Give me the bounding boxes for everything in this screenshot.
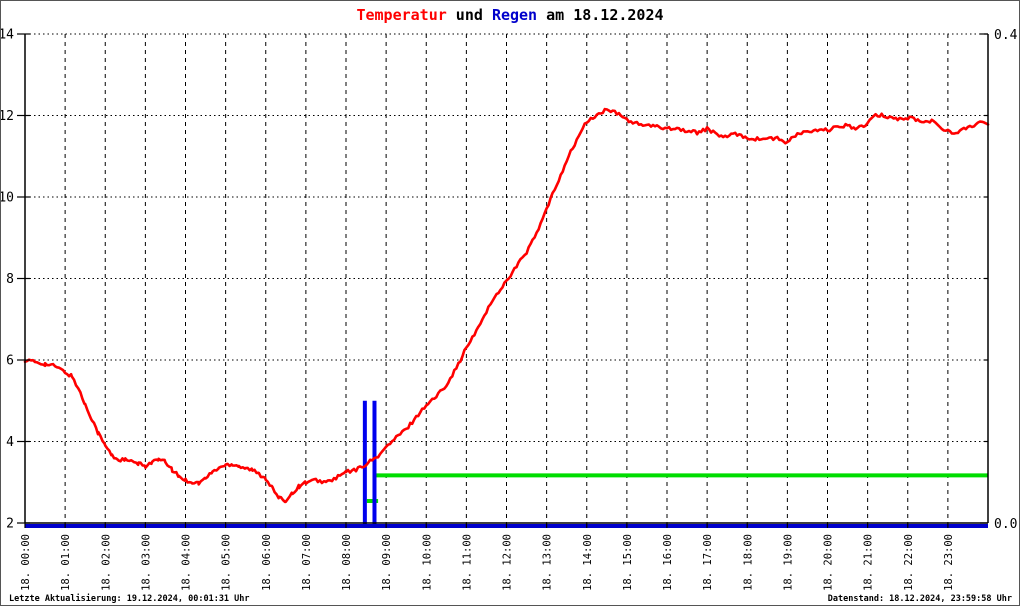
x-tick-label: 18. 13:00 (542, 534, 554, 591)
x-tick-label: 18. 18:00 (742, 534, 754, 591)
x-tick-label: 18. 07:00 (301, 534, 313, 591)
axes (17, 33, 989, 528)
x-tick-label: 18. 01:00 (60, 534, 72, 591)
x-tick-label: 18. 15:00 (622, 534, 634, 591)
title-part-date: am 18.12.2024 (537, 6, 663, 24)
x-tick-label: 18. 23:00 (943, 534, 955, 591)
x-tick-label: 18. 14:00 (582, 534, 594, 591)
rain-bar (372, 400, 377, 526)
y-left-tick-label: 4 (6, 435, 14, 450)
temperature-series (23, 107, 990, 504)
title-part-regen: Regen (492, 6, 537, 24)
x-tick-label: 18. 22:00 (903, 534, 915, 591)
footer-last-update: Letzte Aktualisierung: 19.12.2024, 00:01… (9, 593, 250, 604)
x-tick-label: 18. 00:00 (20, 534, 32, 591)
y-right-bottom-label: 0.0 (994, 517, 1017, 532)
y-left-tick-label: 2 (6, 517, 14, 532)
x-tick-label: 18. 16:00 (662, 534, 674, 591)
x-tick-label: 18. 04:00 (181, 534, 193, 591)
x-tick-label: 18. 12:00 (502, 534, 514, 591)
x-tick-label: 18. 17:00 (702, 534, 714, 591)
rain-bar (362, 400, 367, 526)
green-marker-lines (366, 473, 988, 503)
x-tick-label: 18. 08:00 (341, 534, 353, 591)
y-right-top-label: 0.4 (994, 28, 1018, 43)
x-tick-label: 18. 03:00 (140, 534, 152, 591)
y-left-tick-label: 10 (1, 191, 14, 206)
y-left-tick-label: 6 (6, 354, 14, 369)
y-left-tick-label: 12 (1, 109, 14, 124)
y-left-tick-label: 8 (6, 272, 14, 287)
x-tick-label: 18. 21:00 (863, 534, 875, 591)
x-tick-label: 18. 11:00 (461, 534, 473, 591)
x-tick-label: 18. 02:00 (100, 534, 112, 591)
x-tick-label: 18. 05:00 (221, 534, 233, 591)
chart-title: Temperatur und Regen am 18.12.2024 (356, 6, 663, 24)
x-tick-label: 18. 19:00 (782, 534, 794, 591)
axis-tick-labels: 2 4 6 8 10 12 14 0.4 0.0 18. 00:00 18. 01:00 18. 02… (1, 28, 1018, 591)
gridlines (25, 33, 988, 523)
temperature-line (23, 107, 990, 504)
x-tick-label: 18. 10:00 (421, 534, 433, 591)
title-part-und: und (447, 6, 492, 24)
x-tick-label: 18. 06:00 (261, 534, 273, 591)
x-tick-label: 18. 09:00 (381, 534, 393, 591)
x-tick-label: 18. 20:00 (823, 534, 835, 591)
footer-data-state: Datenstand: 18.12.2024, 23:59:58 Uhr (828, 594, 1012, 604)
title-part-temperatur: Temperatur (356, 6, 446, 24)
y-left-tick-label: 14 (1, 28, 14, 43)
